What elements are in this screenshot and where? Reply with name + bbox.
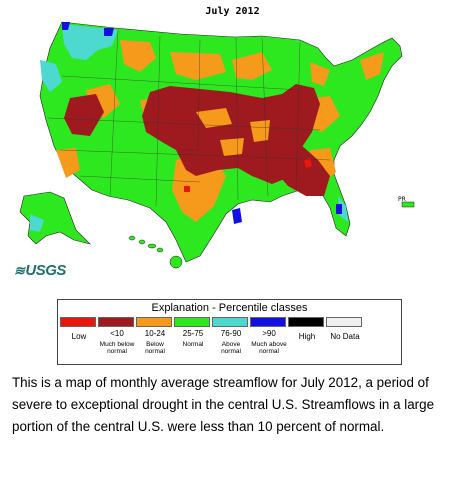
legend-class-high: High	[288, 317, 326, 355]
hawaii-inset	[128, 235, 183, 269]
swatch-normal	[174, 317, 210, 327]
legend-label: Much above normal	[251, 341, 287, 355]
low-regions	[184, 158, 312, 192]
legend-label: Normal	[182, 341, 204, 348]
legend-class-much-above: >90 Much above normal	[250, 317, 288, 355]
legend-class-no-data: No Data	[326, 317, 364, 355]
legend-label: No Data	[330, 332, 360, 341]
map-caption: This is a map of monthly average streamf…	[12, 375, 435, 434]
legend: Explanation - Percentile classes Low <10…	[57, 299, 402, 365]
streamflow-map: PR	[19, 21, 415, 269]
swatch-much-below	[98, 317, 134, 327]
legend-title: Explanation - Percentile classes	[151, 302, 308, 314]
puerto-rico-inset	[401, 201, 415, 208]
legend-range: >90	[262, 329, 276, 338]
swatch-low	[60, 317, 96, 327]
legend-range: 25-75	[182, 329, 204, 338]
wave-icon: ≋	[14, 263, 25, 278]
swatch-high	[288, 317, 324, 327]
legend-range: 10-24	[144, 329, 166, 338]
swatch-much-above	[250, 317, 286, 327]
legend-label: High	[298, 332, 316, 341]
puerto-rico-label: PR	[398, 196, 406, 203]
legend-class-above: 76-90 Above normal	[212, 317, 250, 355]
swatch-below	[136, 317, 172, 327]
legend-class-normal: 25-75 Normal	[174, 317, 212, 355]
much-below-normal-regions	[64, 84, 330, 196]
legend-range: 76-90	[220, 329, 242, 338]
state-boundaries	[47, 29, 331, 207]
swatch-no-data	[326, 317, 362, 327]
legend-label: Low	[71, 332, 87, 341]
legend-label: Much below normal	[99, 341, 135, 355]
legend-class-low: Low	[60, 317, 98, 355]
usgs-logo: ≋USGS	[14, 262, 66, 279]
legend-label: Below normal	[145, 341, 165, 355]
legend-class-much-below: <10 Much below normal	[98, 317, 136, 355]
legend-classes: Low <10 Much below normal 10-24 Below no…	[60, 317, 364, 355]
below-normal-inclusions	[196, 108, 270, 156]
map-title: July 2012	[205, 6, 260, 17]
legend-class-below: 10-24 Below normal	[136, 317, 174, 355]
legend-range: <10	[110, 329, 124, 338]
legend-label: Above normal	[221, 341, 241, 355]
swatch-above	[212, 317, 248, 327]
much-above-normal-regions	[62, 22, 342, 224]
